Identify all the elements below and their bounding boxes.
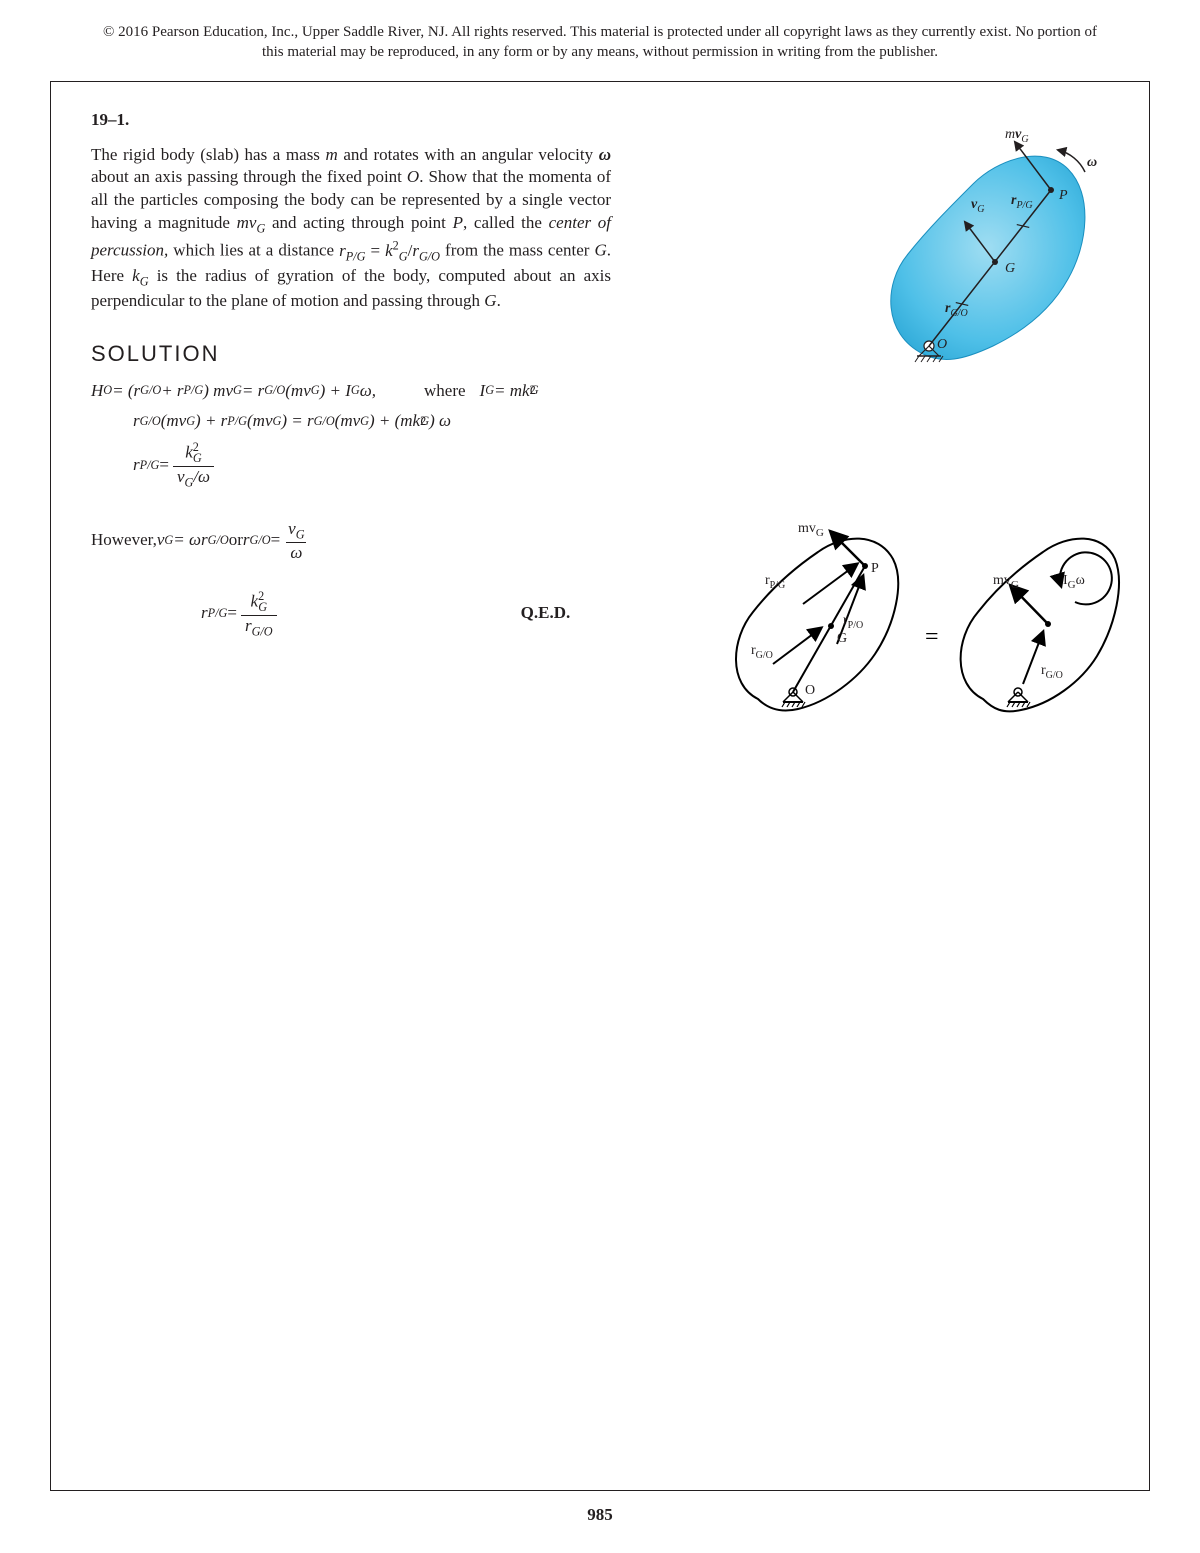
svg-text:G: G xyxy=(1005,261,1015,276)
sym-G2: G xyxy=(484,291,496,310)
page-number: 985 xyxy=(0,1505,1200,1525)
sym-omega: ω xyxy=(599,145,611,164)
svg-text:G: G xyxy=(837,631,847,646)
page-frame: 19–1. The rigid body (slab) has a mass m… xyxy=(50,81,1150,1491)
svg-text:mvG: mvG xyxy=(1005,127,1029,145)
t: which lies at a distance xyxy=(168,241,339,260)
qed: Q.E.D. xyxy=(521,603,571,623)
svg-text:P: P xyxy=(871,561,879,576)
svg-text:O: O xyxy=(805,683,815,698)
svg-text:O: O xyxy=(937,337,947,352)
copyright-notice: © 2016 Pearson Education, Inc., Upper Sa… xyxy=(0,0,1200,73)
t: and acting through point xyxy=(265,213,452,232)
eq-line-3: rP/G = k2G vG/ω xyxy=(133,441,1113,489)
sym-mvG: mvG xyxy=(237,213,266,232)
figure-sketch-equivalence: mvG rP/G P rP/O G rG/O O = xyxy=(703,514,1123,734)
t: The rigid body (slab) has a mass xyxy=(91,145,326,164)
svg-text:rG/O: rG/O xyxy=(1041,663,1063,681)
sym-G: G xyxy=(594,241,606,260)
svg-text:rG/O: rG/O xyxy=(751,643,773,661)
t: about an axis passing through the fixed … xyxy=(91,167,407,186)
figure-slab-diagram: mvG ω P rP/G vG G rG/O O xyxy=(853,124,1113,384)
sym-rPG-eq: rP/G = k2G/rG/O xyxy=(339,241,440,260)
svg-text:rP/G: rP/G xyxy=(765,573,785,591)
problem-statement: The rigid body (slab) has a mass m and r… xyxy=(91,144,611,313)
t: is the radius of gyration of the body, c… xyxy=(91,266,611,310)
svg-text:=: = xyxy=(925,624,939,650)
sym-kG: kG xyxy=(132,266,148,285)
t: . xyxy=(497,291,501,310)
eq-line-2: rG/O (mvG ) + rP/G (mvG ) = rG/O (mvG ) … xyxy=(133,411,1113,431)
svg-text:mvG: mvG xyxy=(993,573,1019,591)
sym-m: m xyxy=(326,145,338,164)
sym-P: P xyxy=(453,213,463,232)
t: from the mass center xyxy=(440,241,594,260)
svg-text:P: P xyxy=(1058,188,1068,203)
svg-text:ω: ω xyxy=(1087,155,1097,170)
t: , called the xyxy=(463,213,549,232)
svg-text:rP/O: rP/O xyxy=(843,613,863,631)
sym-O: O xyxy=(407,167,419,186)
t: and rotates with an angular velocity xyxy=(338,145,599,164)
svg-text:mvG: mvG xyxy=(798,521,824,539)
svg-text:IGω: IGω xyxy=(1063,573,1085,591)
